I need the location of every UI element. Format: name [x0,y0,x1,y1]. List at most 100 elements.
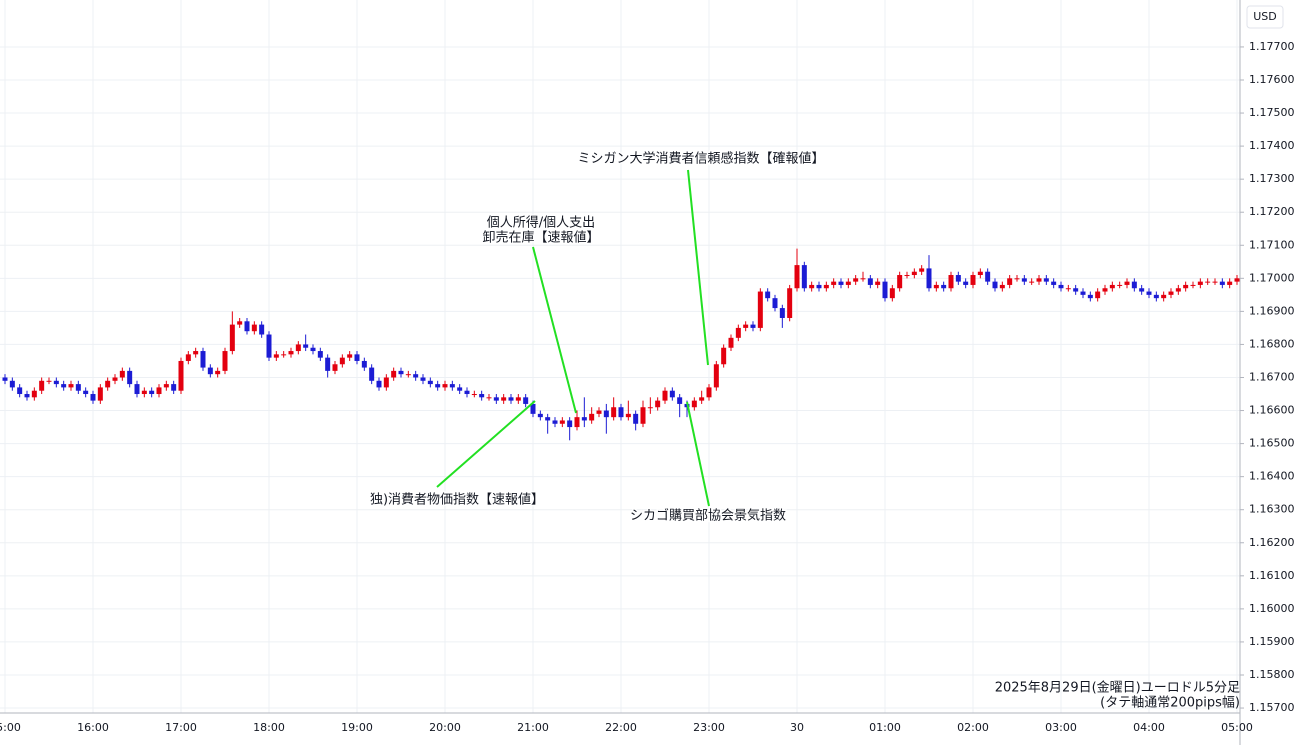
candle-body [567,420,573,428]
candle-body [1124,281,1130,285]
candle-body [603,410,609,418]
candle-body [354,354,360,361]
candle-body [141,390,147,395]
candle-body [317,351,323,358]
x-tick-label: 02:00 [957,721,989,734]
candle-body [442,384,448,388]
candle-body [1205,281,1211,283]
candle-body [926,268,932,289]
candle-body [1029,281,1035,283]
candle-body [743,324,749,328]
candle-body [508,397,514,401]
candle-body [662,390,668,401]
candle-body [655,400,661,408]
x-tick-label: 19:00 [341,721,373,734]
candle-body [339,357,345,365]
candle-body [383,377,389,388]
candle-body [882,281,888,299]
candle-body [1139,288,1145,292]
y-tick-label: 1.17300 [1249,172,1295,185]
candle-body [955,275,961,282]
candle-body [68,384,74,388]
y-tick-label: 1.15900 [1249,635,1295,648]
candle-body [823,284,829,289]
candle-body [699,397,705,401]
y-tick-label: 1.16000 [1249,602,1295,615]
candle-body [207,367,213,375]
x-tick-label: 21:00 [517,721,549,734]
candle-body [523,397,529,404]
candle-body [1021,278,1027,282]
candle-body [911,271,917,276]
currency-box [1246,5,1284,29]
candle-body [127,370,133,385]
candle-body [853,278,859,282]
candle-body [112,377,118,381]
candle-body [200,351,206,368]
candle-body [1007,278,1013,285]
candle-body [831,281,837,285]
chart-note: 2025年8月29日(金曜日)ユーロドル5分足 [995,680,1240,696]
candle-body [369,367,375,381]
candle-body [31,390,37,398]
candle-body [552,420,558,424]
candle-body [669,390,675,398]
candle-body [53,380,59,385]
candle-body [633,413,639,424]
candle-body [193,351,199,355]
candle-body [1051,281,1057,285]
candle-body [2,377,8,381]
candle-body [90,394,96,401]
y-tick-label: 1.16400 [1249,470,1295,483]
candle-body [647,407,653,409]
candle-body [999,284,1005,289]
candle-body [171,384,177,391]
candle-body [178,360,184,391]
candle-body [185,354,191,361]
candle-body [288,351,294,355]
candle-body [266,334,272,358]
candle-body [1190,284,1196,286]
candle-body [640,407,646,424]
chart-note: (タテ軸通常200pips幅) [1100,696,1240,711]
candle-body [347,354,353,358]
candle-body [471,394,477,396]
y-tick-label: 1.15800 [1249,668,1295,681]
candle-body [281,354,287,356]
candle-body [464,390,470,395]
candle-body [61,384,67,388]
y-tick-label: 1.16700 [1249,370,1295,383]
x-tick-label: 18:00 [253,721,285,734]
candle-body [515,397,521,401]
x-tick-label: 17:00 [165,721,197,734]
candle-body [97,387,103,401]
candle-body [39,380,45,391]
candle-body [1219,281,1225,285]
candle-body [83,390,89,395]
candle-body [273,354,279,358]
candle-body [941,284,947,289]
candle-body [398,370,404,375]
candle-body [376,380,382,388]
candle-body [222,351,228,371]
candle-body [486,397,492,399]
candle-body [721,347,727,365]
y-tick-label: 1.16200 [1249,536,1295,549]
x-tick-label: 16:00 [77,721,109,734]
candle-body [1073,288,1079,292]
candle-body [838,281,844,285]
candle-body [1168,291,1174,295]
y-tick-label: 1.15700 [1249,701,1295,714]
currency-label: USD [1253,10,1277,23]
candle-body [1183,284,1189,289]
candle-body [530,403,536,414]
annotation-text: シカゴ購買部協会景気指数 [630,508,786,524]
candle-body [677,397,683,404]
candle-body [1146,291,1152,295]
candle-body [589,413,595,421]
candle-body [259,324,265,335]
candle-body [501,397,507,401]
candle-body [1212,281,1218,283]
candle-body [963,281,969,285]
